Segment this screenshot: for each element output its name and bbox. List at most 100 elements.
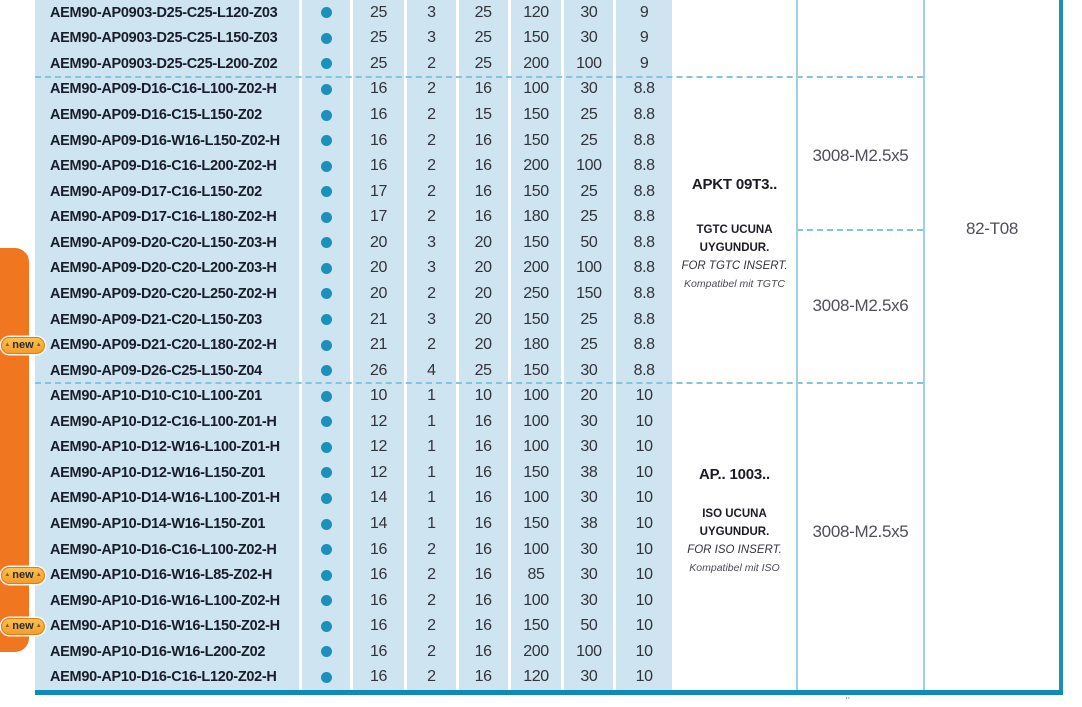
value-cell-d: 16 bbox=[353, 127, 407, 154]
product-code: AEM90-AP09-D17-C16-L150-Z02 bbox=[35, 178, 303, 205]
stock-dot-icon bbox=[320, 569, 332, 581]
product-code: AEM90-AP10-D12-W16-L100-Z01-H bbox=[35, 434, 303, 461]
value-cell-ls: 30 bbox=[564, 536, 617, 563]
product-code: AEM90-AP10-D12-C16-L100-Z01-H bbox=[35, 409, 303, 435]
stock-dot-icon bbox=[320, 390, 332, 402]
stock-dot-cell bbox=[302, 178, 354, 205]
value-cell-l: 100 bbox=[511, 76, 565, 103]
value-cell-l: 100 bbox=[511, 587, 565, 614]
value-cell-d: 16 bbox=[353, 536, 407, 563]
value-cell-d: 14 bbox=[353, 511, 407, 537]
product-code: AEM90-AP10-D14-W16-L150-Z01 bbox=[35, 511, 303, 537]
value-cell-c: 16 bbox=[459, 639, 511, 665]
table-row: AEM90-AP0903-D25-C25-L200-Z02 25 2 25 20… bbox=[35, 51, 672, 77]
value-cell-l: 150 bbox=[511, 613, 565, 640]
stock-dot-icon bbox=[320, 646, 332, 658]
value-cell-ap: 2 bbox=[407, 127, 459, 154]
table-row: AEM90-AP10-D16-W16-L200-Z02 16 2 16 200 … bbox=[35, 639, 672, 665]
value-cell-ap: 1 bbox=[407, 511, 459, 537]
stock-dot-icon bbox=[320, 288, 332, 300]
product-code: AEM90-AP09-D16-C15-L150-Z02 bbox=[35, 102, 303, 128]
value-cell-l: 200 bbox=[511, 255, 565, 282]
value-cell-ap: 2 bbox=[407, 153, 459, 179]
screw-code-2: 3008-M2.5x6 bbox=[812, 296, 909, 315]
value-cell-ap: 2 bbox=[407, 613, 459, 640]
compat-line-en: FOR ISO INSERT. bbox=[687, 544, 782, 556]
screw-column-divider bbox=[797, 229, 923, 231]
stock-dot-cell bbox=[302, 409, 354, 435]
value-cell-d: 16 bbox=[353, 102, 407, 128]
stock-dot-cell bbox=[302, 255, 354, 282]
value-cell-d: 16 bbox=[353, 562, 407, 588]
value-cell-c: 20 bbox=[459, 230, 511, 256]
stock-dot-cell bbox=[302, 536, 354, 563]
value-cell-d: 20 bbox=[353, 255, 407, 282]
value-cell-d: 21 bbox=[353, 332, 407, 358]
compat-line-tr-2: UYGUNDUR. bbox=[699, 526, 770, 538]
compat-line-tr-2: UYGUNDUR. bbox=[699, 242, 770, 254]
value-cell-h: 8.8 bbox=[633, 80, 655, 98]
stock-dot-cell bbox=[302, 51, 354, 77]
value-cell-h: 10 bbox=[635, 540, 653, 558]
table-row: AEM90-AP10-D14-W16-L150-Z01 14 1 16 150 … bbox=[35, 511, 672, 537]
value-cell-h: 8.8 bbox=[633, 233, 655, 251]
stock-dot-icon bbox=[320, 237, 332, 249]
value-cell-c: 16 bbox=[459, 460, 511, 486]
value-cell-ls: 30 bbox=[564, 25, 617, 52]
new-badge-label: new bbox=[12, 339, 34, 351]
insert-title-group1: APKT 09T3.. bbox=[691, 176, 778, 193]
stock-dot-cell bbox=[302, 204, 354, 231]
value-cell-ls: 25 bbox=[564, 204, 617, 231]
value-cell-ap: 2 bbox=[407, 178, 459, 205]
stock-dot-icon bbox=[320, 83, 332, 95]
value-cell-h: 8.8 bbox=[633, 361, 655, 379]
stock-dot-cell bbox=[302, 357, 354, 384]
value-cell-l: 150 bbox=[511, 230, 565, 256]
table-row: AEM90-AP10-D16-C16-L120-Z02-H 16 2 16 12… bbox=[35, 664, 672, 691]
insert-title-group2: AP.. 1003.. bbox=[699, 466, 770, 483]
table-row: AEM90-AP09-D21-C20-L150-Z03 21 3 20 150 … bbox=[35, 306, 672, 333]
stock-dot-cell bbox=[302, 562, 354, 588]
value-cell-l: 100 bbox=[511, 485, 565, 512]
stock-dot-cell bbox=[302, 383, 354, 409]
value-cell-h: 8.8 bbox=[633, 182, 655, 200]
stock-dot-cell bbox=[302, 306, 354, 333]
stock-dot-cell bbox=[302, 613, 354, 640]
value-cell-c: 20 bbox=[459, 281, 511, 307]
table-row: AEM90-AP10-D16-W16-L85-Z02-H 16 2 16 85 … bbox=[35, 562, 672, 588]
value-cell-h: 10 bbox=[635, 489, 653, 507]
value-cell-ls: 30 bbox=[564, 434, 617, 461]
product-code: AEM90-AP10-D12-W16-L150-Z01 bbox=[35, 460, 303, 486]
table-row: AEM90-AP09-D21-C20-L180-Z02-H 21 2 20 18… bbox=[35, 332, 672, 358]
table-row: AEM90-AP09-D16-C16-L100-Z02-H 16 2 16 10… bbox=[35, 76, 672, 103]
value-cell-c: 15 bbox=[459, 102, 511, 128]
value-cell-ls: 25 bbox=[564, 178, 617, 205]
value-cell-h: 8.8 bbox=[633, 259, 655, 277]
stock-dot-icon bbox=[320, 365, 332, 377]
value-cell-ap: 3 bbox=[407, 230, 459, 256]
value-cell-l: 150 bbox=[511, 357, 565, 384]
value-cell-l: 150 bbox=[511, 25, 565, 52]
value-cell-h: 10 bbox=[635, 668, 653, 686]
product-code: AEM90-AP10-D16-W16-L85-Z02-H bbox=[35, 562, 303, 588]
value-cell-h: 10 bbox=[635, 591, 653, 609]
table-row: AEM90-AP09-D26-C25-L150-Z04 26 4 25 150 … bbox=[35, 357, 672, 384]
value-cell-d: 12 bbox=[353, 409, 407, 435]
value-cell-c: 16 bbox=[459, 664, 511, 691]
group-divider-1 bbox=[35, 75, 923, 78]
value-cell-h: 10 bbox=[635, 387, 653, 405]
value-cell-c: 25 bbox=[459, 51, 511, 77]
value-cell-d: 12 bbox=[353, 460, 407, 486]
value-cell-c: 16 bbox=[459, 127, 511, 154]
value-cell-d: 25 bbox=[353, 51, 407, 77]
cutoff-text-mark: ¨ bbox=[846, 696, 850, 707]
value-cell-ap: 3 bbox=[407, 306, 459, 333]
compat-line-tr-1: ISO UCUNA bbox=[702, 508, 767, 520]
table-row: AEM90-AP10-D12-C16-L100-Z01-H 12 1 16 10… bbox=[35, 409, 672, 435]
stock-dot-icon bbox=[320, 671, 332, 683]
compat-line-tr-1: TGTC UCUNA bbox=[696, 224, 773, 236]
stock-dot-icon bbox=[320, 262, 332, 274]
value-cell-c: 16 bbox=[459, 587, 511, 614]
badge-triangle-icon: ▲ bbox=[35, 623, 42, 630]
value-cell-ls: 30 bbox=[564, 664, 617, 691]
